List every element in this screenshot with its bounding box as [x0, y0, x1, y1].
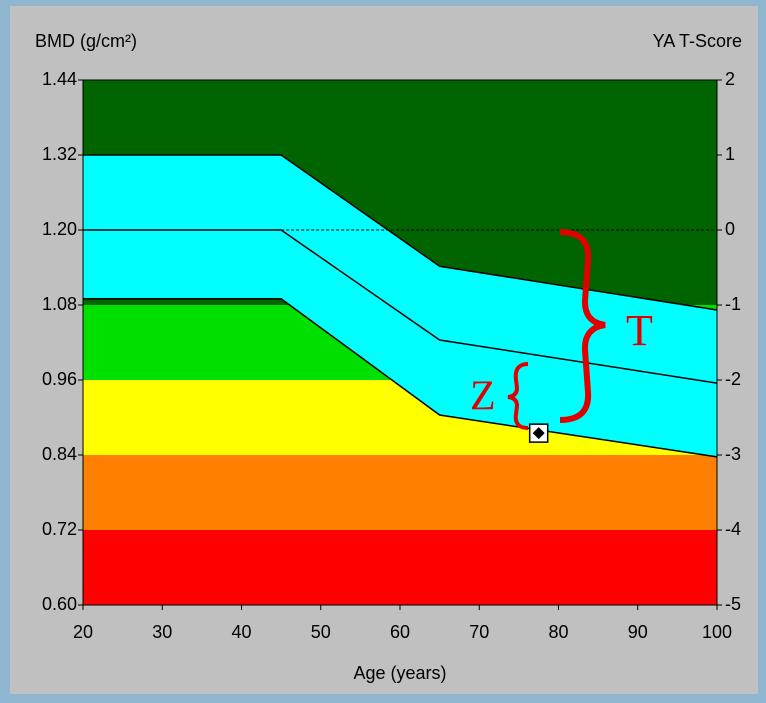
x-tick-label: 50 — [311, 622, 331, 642]
y2-axis-label: YA T-Score — [653, 31, 742, 51]
y-axis-label: BMD (g/cm²) — [35, 31, 137, 51]
y2-tick-label: 1 — [725, 144, 735, 164]
line — [83, 229, 718, 384]
y2-tick-label: -2 — [725, 369, 741, 389]
y-tick-label: 1.08 — [42, 294, 77, 314]
line — [83, 154, 718, 311]
brace-t — [559, 229, 606, 423]
x-tick-label: 20 — [73, 622, 93, 642]
zone — [83, 455, 717, 530]
brace-z — [507, 362, 529, 430]
annotation: Z — [470, 374, 496, 420]
y2-tick-label: -1 — [725, 294, 741, 314]
x-tick-label: 70 — [469, 622, 489, 642]
y2-tick-label: -5 — [725, 594, 741, 614]
point-diamond — [532, 427, 545, 440]
x-tick-label: 30 — [152, 622, 172, 642]
y-tick-label: 1.32 — [42, 144, 77, 164]
x-tick-label: 40 — [231, 622, 251, 642]
zone — [83, 530, 717, 605]
y2-tick-label: -4 — [725, 519, 741, 539]
annotation: T — [626, 306, 653, 355]
y-tick-label: 0.60 — [42, 594, 77, 614]
y-tick-label: 0.72 — [42, 519, 77, 539]
x-tick-label: 90 — [628, 622, 648, 642]
y2-tick-label: 0 — [725, 219, 735, 239]
line — [83, 298, 718, 458]
patient-point — [528, 423, 549, 443]
y-tick-label: 0.84 — [42, 444, 77, 464]
y-tick-label: 0.96 — [42, 369, 77, 389]
y2-tick-label: 2 — [725, 69, 735, 89]
x-tick-label: 60 — [390, 622, 410, 642]
y2-tick-label: -3 — [725, 444, 741, 464]
y-tick-label: 1.44 — [42, 69, 77, 89]
x-axis-label: Age (years) — [353, 663, 446, 683]
x-tick-label: 100 — [702, 622, 732, 642]
x-tick-label: 80 — [548, 622, 568, 642]
y-tick-label: 1.20 — [42, 219, 77, 239]
